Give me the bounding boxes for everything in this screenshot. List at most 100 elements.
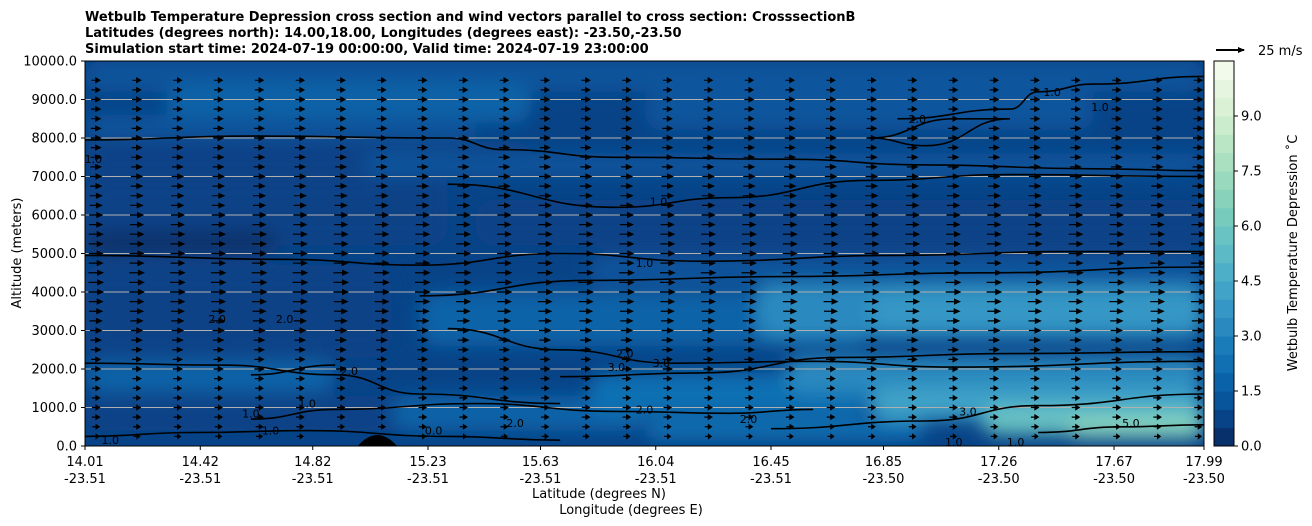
wind-vector [620, 192, 634, 199]
field-region [85, 265, 392, 358]
wind-vector [823, 269, 839, 276]
wind-vector [1192, 327, 1204, 334]
wind-vector [622, 385, 632, 392]
wind-vector [1150, 240, 1166, 248]
wind-vector [457, 192, 471, 199]
wind-vector [1110, 202, 1124, 209]
wind-vector [1191, 259, 1204, 267]
wind-vector [1110, 327, 1124, 334]
wind-vector [1193, 96, 1204, 103]
wind-vector [460, 433, 468, 440]
wind-vector [211, 240, 227, 248]
wind-vector [170, 250, 186, 257]
wind-vector [823, 259, 839, 267]
wind-vector [1191, 308, 1204, 315]
wind-vector [663, 86, 673, 94]
wind-vector [499, 144, 510, 151]
wind-vector [1149, 288, 1166, 296]
wind-vector [133, 423, 141, 430]
wind-vector [416, 192, 430, 199]
wind-vector [1027, 231, 1043, 238]
wind-vector [742, 317, 757, 325]
wind-vector [949, 404, 958, 411]
wind-vector [253, 336, 266, 344]
wind-vector [88, 288, 105, 296]
wind-vector [946, 231, 961, 238]
wind-vector [948, 144, 959, 151]
wind-vector [623, 423, 631, 430]
wind-vector [132, 375, 142, 382]
field-region [419, 292, 870, 346]
wind-vector [1072, 433, 1080, 440]
wind-vector [660, 250, 676, 257]
wind-vector [1152, 144, 1164, 151]
wind-vector [90, 154, 103, 161]
wind-vector [89, 221, 104, 228]
wind-vector [621, 356, 633, 363]
wind-vector [131, 336, 143, 344]
wind-vector [785, 96, 796, 103]
wind-vector [662, 125, 674, 132]
wind-vector [826, 356, 837, 363]
wind-vector [990, 394, 999, 402]
x-tick-label-lat: 16.04 [637, 455, 674, 470]
wind-vector [498, 154, 511, 161]
wind-vector [945, 288, 962, 296]
wind-vector [987, 192, 1001, 199]
wind-vector [540, 375, 550, 382]
wind-vector [1030, 77, 1040, 84]
wind-vector [578, 279, 594, 286]
wind-vector [703, 115, 714, 122]
wind-vector [906, 327, 919, 334]
wind-vector [417, 163, 429, 171]
wind-vector [785, 365, 796, 373]
wind-vector [1028, 221, 1043, 228]
wind-vector [826, 86, 836, 94]
wind-vector [1194, 413, 1203, 421]
wind-vector [210, 279, 227, 286]
wind-vector [88, 250, 104, 257]
wind-vector [1110, 182, 1124, 190]
wind-vector [418, 385, 428, 392]
wind-vector [497, 298, 512, 305]
wind-vector [1194, 385, 1203, 392]
wind-vector [496, 288, 513, 296]
wind-vector [498, 327, 511, 334]
wind-vector [785, 413, 795, 421]
wind-vector [1192, 163, 1204, 171]
wind-vector [987, 308, 1002, 315]
y-tick-label: 10000.0 [23, 55, 77, 70]
wind-vector [417, 115, 428, 122]
wind-vector [455, 288, 472, 296]
wind-vector [539, 327, 552, 334]
wind-vector [1194, 404, 1203, 411]
wind-vector [990, 413, 999, 421]
wind-vector [1153, 385, 1162, 392]
wind-vector [1028, 308, 1043, 315]
wind-vector [458, 96, 469, 103]
wind-vector [1029, 163, 1042, 171]
wind-vector [296, 394, 305, 402]
wind-vector [827, 433, 835, 440]
wind-vector [375, 202, 389, 209]
wind-vector [743, 144, 755, 151]
colorbar-tick-label: 9.0 [1241, 110, 1262, 125]
wind-vector [704, 404, 713, 411]
wind-vector [989, 86, 1000, 94]
wind-vector [170, 240, 186, 248]
contour-label: 3.0 [959, 405, 977, 418]
wind-vector [742, 231, 757, 238]
wind-vector [990, 385, 999, 392]
wind-vector [826, 385, 836, 392]
wind-vector [1070, 115, 1082, 122]
wind-vector [88, 279, 105, 286]
wind-vector [703, 96, 714, 103]
wind-vector [1070, 154, 1082, 161]
wind-vector [457, 327, 470, 334]
wind-vector [376, 163, 388, 171]
wind-vector [1151, 317, 1165, 325]
wind-vector [620, 317, 634, 325]
wind-vector [702, 173, 715, 180]
wind-vector [1071, 413, 1081, 421]
wind-vector [292, 231, 308, 238]
